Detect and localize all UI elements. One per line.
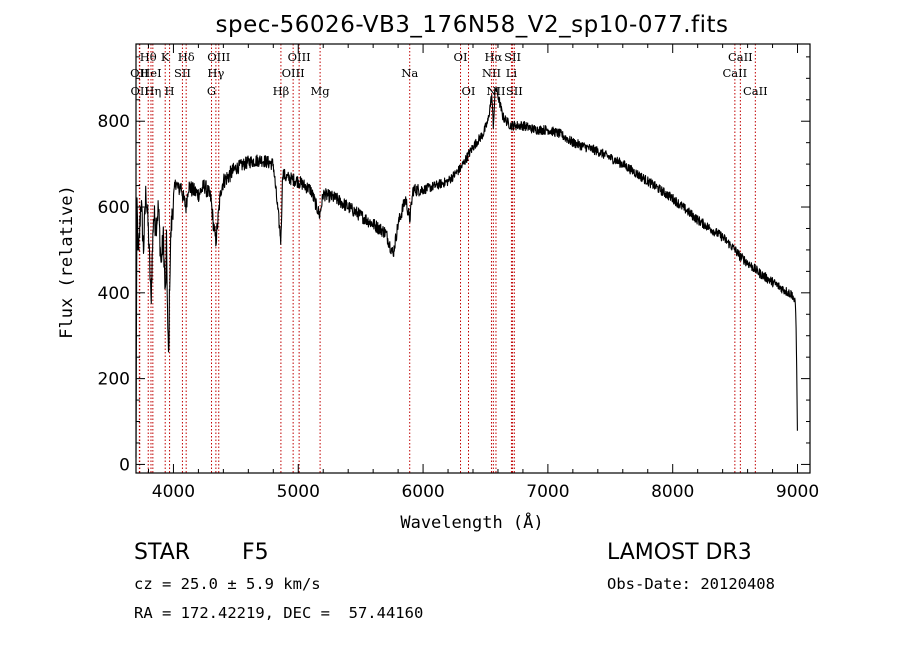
y-axis-label: Flux (relative) (57, 185, 77, 339)
spectral-line-label: NII (482, 66, 501, 80)
redshift-value: cz = 25.0 ± 5.9 km/s (134, 575, 321, 593)
y-tick-label: 200 (98, 370, 130, 390)
y-tick-label: 600 (98, 198, 130, 218)
spectral-line-label: OII (130, 66, 149, 80)
survey-name: LAMOST DR3 (607, 540, 752, 565)
spectral-line-label: OIII (207, 50, 230, 64)
spectral-line-label: Na (401, 66, 418, 80)
object-class: STAR (134, 540, 191, 565)
spectral-line-label: Hθ (140, 50, 157, 64)
spectral-line-label: H (165, 84, 175, 98)
spectral-line-label: Mg (311, 84, 331, 98)
x-tick-label: 6000 (401, 482, 444, 502)
spectral-line-label: K (161, 50, 170, 64)
x-tick-label: 5000 (277, 482, 320, 502)
y-tick-label: 800 (98, 112, 130, 132)
spectral-line-label: Hγ (207, 66, 224, 80)
x-tick-label: 4000 (152, 482, 195, 502)
spectral-line-label: Li (506, 66, 518, 80)
coordinates: RA = 172.42219, DEC = 57.44160 (134, 604, 424, 622)
spectral-line-label: OI (454, 50, 468, 64)
spectral-line-label: Hα (484, 50, 502, 64)
y-tick-label: 400 (98, 284, 130, 304)
spectral-line-label: HeI (140, 66, 161, 80)
x-tick-label: 7000 (526, 482, 569, 502)
x-tick-label: 9000 (776, 482, 819, 502)
spectral-line-label: OIII (282, 66, 305, 80)
axis-ticks (136, 44, 810, 473)
chart-title: spec-56026-VB3_176N58_V2_sp10-077.fits (215, 12, 728, 38)
spectral-line-label: SII (506, 84, 523, 98)
observation-date: Obs-Date: 20120408 (607, 575, 775, 593)
x-tick-label: 8000 (651, 482, 694, 502)
spectral-line-label: G (207, 84, 216, 98)
spectral-line-label: CaII (722, 66, 747, 80)
spectral-line-label: OII (130, 84, 149, 98)
spectral-line-markers (138, 44, 756, 473)
spectral-line-label: CaII (743, 84, 768, 98)
x-axis-label: Wavelength (Å) (400, 511, 543, 533)
plot-frame (135, 43, 811, 474)
spectral-line-label: Hη (144, 84, 161, 98)
y-tick-label: 0 (119, 455, 130, 475)
spectral-line-label: OI (462, 84, 476, 98)
axis-tick-labels: 4000 5000 6000 7000 8000 9000 0 200 400 600 800 (98, 112, 820, 502)
spectral-line-label: SII (174, 66, 191, 80)
object-subclass: F5 (242, 540, 269, 565)
spectral-line-label: Hδ (178, 50, 195, 64)
spectral-line-label: Hβ (273, 84, 290, 98)
spectral-line-label: SII (504, 50, 521, 64)
spectrum-trace (135, 86, 798, 458)
spectral-line-label: CaII (728, 50, 753, 64)
spectral-line-label: OIII (288, 50, 311, 64)
